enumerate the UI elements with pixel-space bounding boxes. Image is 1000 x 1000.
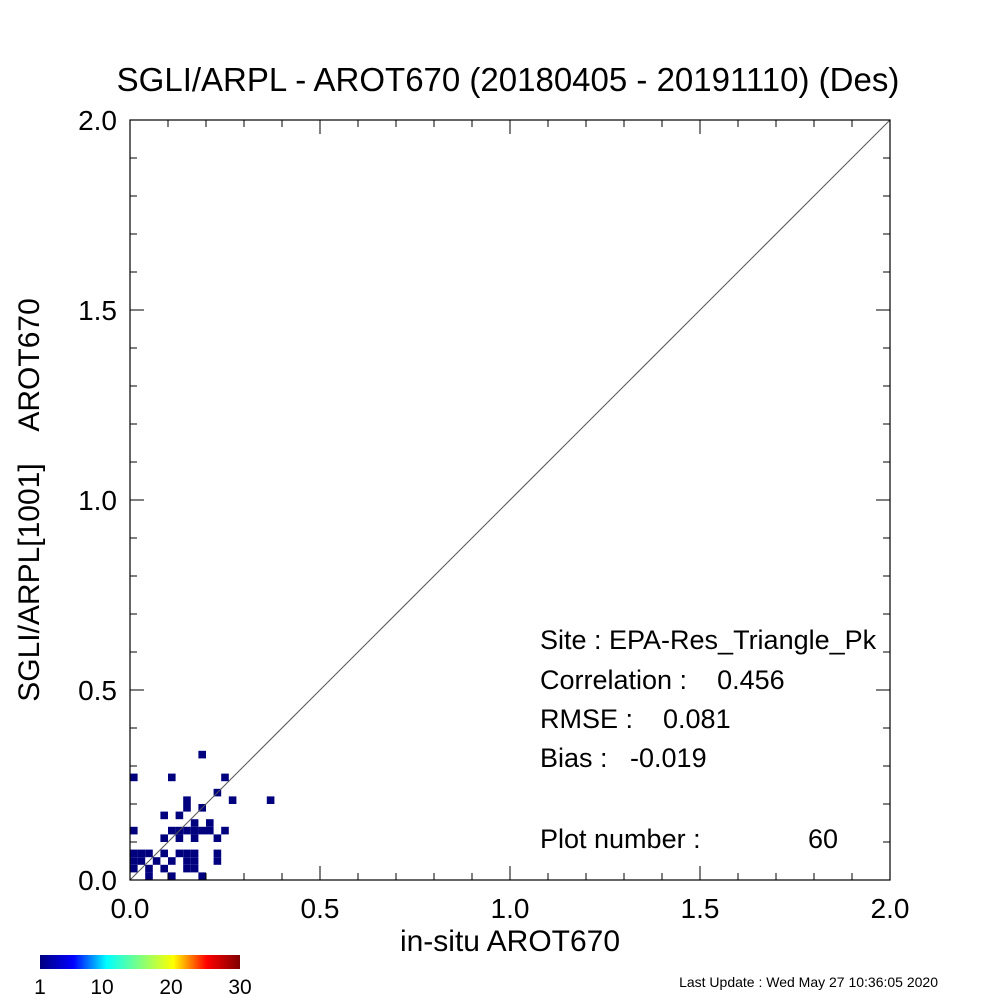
density-cell [160, 849, 168, 858]
last-update-text: Last Update : Wed May 27 10:36:05 2020 [679, 974, 938, 990]
one-to-one-line [129, 119, 891, 881]
density-cell [145, 872, 153, 880]
density-cell [130, 864, 138, 873]
density-cell [206, 819, 214, 827]
density-cell [183, 826, 191, 835]
density-cell [198, 872, 206, 880]
axis-ticks [129, 119, 891, 881]
density-cell [266, 796, 275, 804]
density-cell [160, 864, 168, 873]
density-cell [190, 857, 199, 865]
density-cell [168, 826, 176, 835]
density-cell [221, 773, 229, 782]
correlation-annotation: Correlation : 0.456 [540, 665, 785, 695]
site-annotation: Site : EPA-Res_Triangle_Pk [540, 625, 877, 655]
density-cell [175, 834, 184, 842]
x-tick-label: 0.5 [301, 893, 340, 924]
density-cell [160, 834, 168, 842]
density-cell [198, 826, 206, 835]
density-cell [130, 849, 138, 858]
y-tick-label: 1.5 [78, 295, 117, 326]
x-tick-label: 1.0 [491, 893, 530, 924]
density-cell [190, 834, 199, 842]
density-cell [183, 864, 191, 873]
density-cells [130, 750, 275, 880]
colorbar-tick-label: 20 [159, 976, 182, 999]
stats-annotations: Site : EPA-Res_Triangle_Pk Correlation :… [540, 625, 877, 854]
density-cell [183, 804, 191, 812]
density-cell [183, 796, 191, 804]
density-cell [137, 849, 146, 858]
x-tick-labels: 0.0 0.5 1.0 1.5 2.0 [111, 893, 910, 924]
plot-number-value: 60 [808, 824, 838, 854]
density-cell [160, 811, 168, 820]
density-cell [137, 857, 146, 865]
density-cell [190, 819, 199, 827]
density-cell [168, 773, 176, 782]
rmse-annotation: RMSE : 0.081 [540, 704, 731, 734]
colorbar-tick-labels: 1 10 20 30 [34, 976, 252, 999]
density-cell [175, 811, 184, 820]
density-cell [213, 857, 222, 865]
colorbar-tick-label: 1 [34, 976, 46, 999]
density-cell [145, 864, 153, 873]
density-cell [183, 849, 191, 858]
y-tick-label: 2.0 [78, 105, 117, 136]
x-tick-label: 2.0 [871, 893, 910, 924]
density-cell [190, 826, 199, 835]
chart-title: SGLI/ARPL - AROT670 (20180405 - 20191110… [117, 61, 900, 98]
density-cell [213, 834, 222, 842]
density-cell [221, 826, 229, 835]
density-cell [183, 857, 191, 865]
density-cell [152, 857, 161, 865]
density-cell [168, 857, 176, 865]
density-cell [130, 826, 138, 835]
density-cell [198, 750, 206, 759]
density-cell [190, 849, 199, 858]
density-cell [168, 872, 176, 880]
y-tick-labels: 0.0 0.5 1.0 1.5 2.0 [78, 105, 117, 896]
density-cell [130, 773, 138, 782]
density-cell [206, 826, 214, 835]
density-cell [175, 849, 184, 858]
y-tick-label: 1.0 [78, 485, 117, 516]
density-cell [228, 796, 237, 804]
plot-number-label: Plot number : [540, 824, 701, 854]
density-cell [145, 849, 153, 858]
bias-annotation: Bias : -0.019 [540, 743, 707, 773]
x-tick-label: 0.0 [111, 893, 150, 924]
x-tick-label: 1.5 [681, 893, 720, 924]
colorbar-tick-label: 10 [90, 976, 113, 999]
x-axis-label: in-situ AROT670 [400, 925, 620, 958]
density-cell [213, 849, 222, 858]
y-tick-label: 0.5 [78, 675, 117, 706]
density-cell [130, 857, 138, 865]
y-axis-label: SGLI/ARPL[1001] AROT670 [13, 298, 46, 702]
colorbar [40, 955, 240, 969]
y-tick-label: 0.0 [78, 865, 117, 896]
colorbar-tick-label: 30 [228, 976, 251, 999]
density-cell [190, 864, 199, 873]
